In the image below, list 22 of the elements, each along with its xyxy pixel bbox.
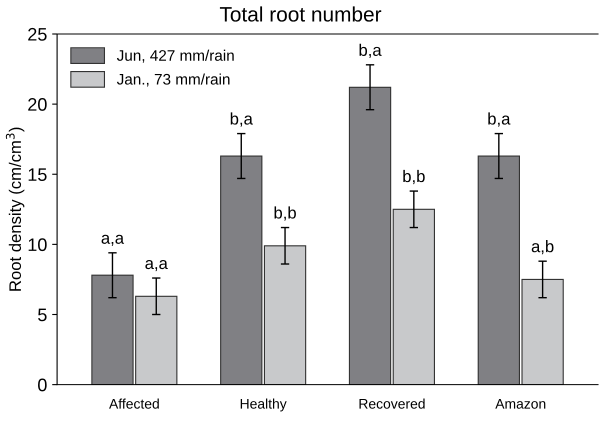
data-label: b,a xyxy=(230,112,253,127)
x-tick-label: Amazon xyxy=(495,399,546,409)
x-tick-label: Recovered xyxy=(359,398,425,409)
y-tick-label: 25 xyxy=(28,28,47,41)
y-axis-title: Root density (cm/cm$^{3}$) xyxy=(6,128,24,291)
y-tick-label: 5 xyxy=(38,308,47,322)
y-tick-label: 0 xyxy=(38,378,47,392)
data-label: a,a xyxy=(145,260,168,272)
legend-label: Jan., 73 mm/rain xyxy=(116,73,230,86)
data-label: b,a xyxy=(360,44,382,58)
y-tick-label: 10 xyxy=(28,238,47,252)
chart-title: Total root number xyxy=(220,6,382,22)
data-label: a,a xyxy=(102,234,124,246)
x-tick-label: Healthy xyxy=(240,398,287,412)
data-label: a,b xyxy=(532,240,554,254)
data-label: b,b xyxy=(403,170,425,184)
x-tick-label: Affected xyxy=(109,398,159,409)
legend-label: Jun, 427 mm/rain xyxy=(116,50,234,63)
data-label: b,b xyxy=(274,206,296,221)
y-tick-label: 15 xyxy=(28,168,47,181)
y-tick-label: 20 xyxy=(28,98,47,111)
data-label: b,a xyxy=(488,112,510,127)
